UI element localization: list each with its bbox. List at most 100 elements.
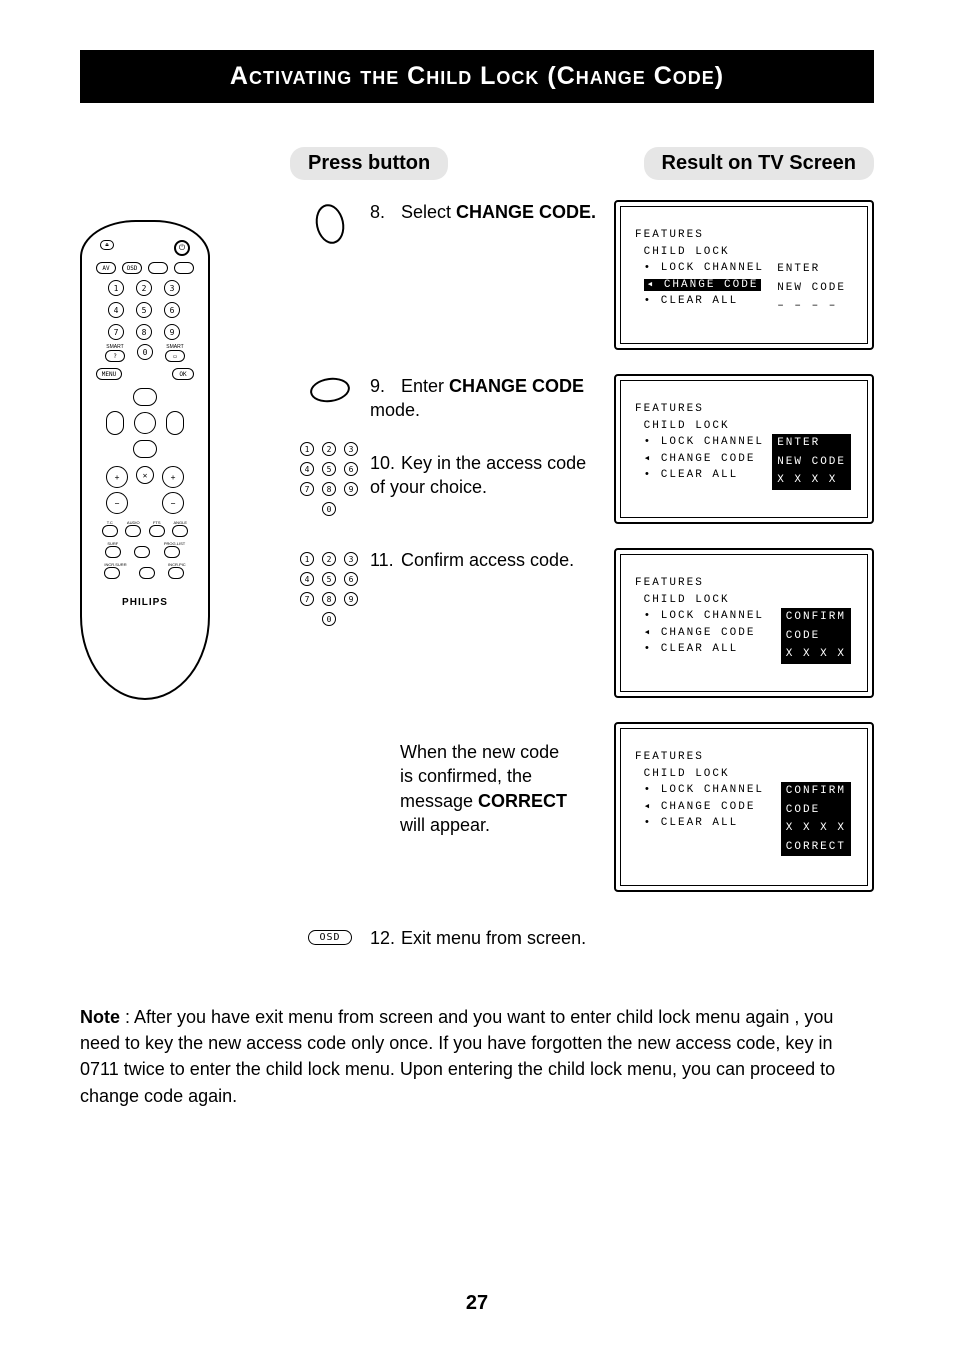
remote-av-button: AV xyxy=(96,262,116,274)
remote-key-3: 3 xyxy=(164,280,180,296)
remote-vol-down: − xyxy=(106,492,128,514)
note-text: : After you have exit menu from screen a… xyxy=(80,1007,835,1105)
remote-ok-button: OK xyxy=(172,368,194,380)
column-headers: Press button Result on TV Screen xyxy=(80,147,874,180)
remote-fn-btn xyxy=(102,525,118,537)
remote-fn-label: ANGLE xyxy=(172,520,188,525)
remote-fn-btn xyxy=(164,546,180,558)
steps-column: 8. Select CHANGE CODE. FEATURES CHILD LO… xyxy=(290,200,874,964)
cursor-horizontal-icon xyxy=(309,375,352,404)
step-number: 11. xyxy=(370,548,396,572)
step-number: 10. xyxy=(370,451,396,475)
step-8-text: 8. Select CHANGE CODE. xyxy=(370,200,614,224)
tv-line: • LOCK CHANNEL xyxy=(635,782,764,799)
remote-key-5: 5 xyxy=(136,302,152,318)
tv-right: CORRECT xyxy=(781,838,851,857)
note-label: Note xyxy=(80,1007,120,1027)
step-row-9-10: 123 456 789 0 9. Enter CHANGE CODE mode.… xyxy=(290,374,874,534)
remote-key-4: 4 xyxy=(108,302,124,318)
remote-mute-icon: ✕ xyxy=(136,466,154,484)
step-number: 12. xyxy=(370,926,396,950)
page-title-bar: Activating the Child Lock (Change Code) xyxy=(80,50,874,103)
step-text: Key in the access code of your choice. xyxy=(370,453,586,497)
remote-fn-btn xyxy=(139,567,155,579)
remote-fn-btn xyxy=(134,546,150,558)
tv-right: X X X X xyxy=(781,819,851,838)
remote-btn xyxy=(174,262,194,274)
tv-screen-3: FEATURES CHILD LOCK • LOCK CHANNEL ◂ CHA… xyxy=(614,548,874,698)
tv-line: CHILD LOCK xyxy=(635,244,857,261)
tv-line: • CLEAR ALL xyxy=(635,467,764,484)
remote-smart-right: ▭ xyxy=(165,350,185,362)
step-bold: CORRECT xyxy=(478,791,567,811)
tv-line: ◂ CHANGE CODE xyxy=(635,277,764,294)
remote-fn-label: PROG.LIST xyxy=(164,541,185,546)
remote-control: ⏏ ⏻ AV OSD 1 2 3 4 5 6 7 8 9 xyxy=(80,220,210,700)
step-9-text: 9. Enter CHANGE CODE mode. xyxy=(370,374,598,423)
tv-line: FEATURES xyxy=(635,401,857,418)
remote-fn-label: AUDIO xyxy=(125,520,141,525)
remote-osd-button: OSD xyxy=(122,262,142,274)
tv-line: • LOCK CHANNEL xyxy=(635,608,764,625)
remote-nav-right xyxy=(166,411,184,435)
tv-right: CODE xyxy=(781,627,851,646)
remote-key-8: 8 xyxy=(136,324,152,340)
remote-nav-center xyxy=(134,412,156,434)
mini-keypad-icon: 123 456 789 0 xyxy=(300,442,360,516)
tv-line: CHILD LOCK xyxy=(635,766,857,783)
step-row-8: 8. Select CHANGE CODE. FEATURES CHILD LO… xyxy=(290,200,874,360)
step-text: will appear. xyxy=(400,815,490,835)
tv-line: FEATURES xyxy=(635,227,857,244)
tv-right: NEW CODE xyxy=(772,279,851,298)
step-text: mode. xyxy=(370,400,420,420)
tv-right: CONFIRM xyxy=(781,608,851,627)
mini-keypad-icon: 123 456 789 0 xyxy=(300,552,360,626)
page-title: Activating the Child Lock (Change Code) xyxy=(230,62,724,90)
tv-screen-2: FEATURES CHILD LOCK • LOCK CHANNEL ◂ CHA… xyxy=(614,374,874,524)
tv-line: FEATURES xyxy=(635,749,857,766)
tv-line: • CLEAR ALL xyxy=(635,641,764,658)
tv-line: CHILD LOCK xyxy=(635,592,857,609)
remote-power-icon: ⏻ xyxy=(174,240,190,256)
osd-button-icon: OSD xyxy=(308,930,351,945)
remote-ch-down: − xyxy=(162,492,184,514)
tv-line: ◂ CHANGE CODE xyxy=(635,799,764,816)
main-content: ⏏ ⏻ AV OSD 1 2 3 4 5 6 7 8 9 xyxy=(80,200,874,964)
note-block: Note : After you have exit menu from scr… xyxy=(80,1004,874,1108)
remote-key-1: 1 xyxy=(108,280,124,296)
remote-nav-down xyxy=(133,440,157,458)
remote-btn xyxy=(148,262,168,274)
remote-numpad: 1 2 3 4 5 6 7 8 9 xyxy=(92,280,198,340)
remote-fn-label: SURF xyxy=(105,541,121,546)
remote-fn-label: INCR.PIC xyxy=(168,562,186,567)
press-button-header: Press button xyxy=(290,147,448,180)
remote-key-9: 9 xyxy=(164,324,180,340)
remote-vol-up: + xyxy=(106,466,128,488)
tv-screen-4: FEATURES CHILD LOCK • LOCK CHANNEL ◂ CHA… xyxy=(614,722,874,892)
step-bold: CHANGE CODE. xyxy=(456,202,596,222)
tv-line: FEATURES xyxy=(635,575,857,592)
remote-fn-btn xyxy=(104,567,120,579)
tv-line: ◂ CHANGE CODE xyxy=(635,625,764,642)
step-text: Enter xyxy=(401,376,449,396)
remote-key-7: 7 xyxy=(108,324,124,340)
tv-right: NEW CODE xyxy=(772,453,851,472)
step-text: Select xyxy=(401,202,456,222)
step-row-correct: When the new code is confirmed, the mess… xyxy=(290,722,874,902)
tv-right: CONFIRM xyxy=(781,782,851,801)
tv-right: – – – – xyxy=(772,297,851,316)
page-number: 27 xyxy=(0,1292,954,1315)
tv-right: ENTER xyxy=(772,260,851,279)
remote-nav-left xyxy=(106,411,124,435)
step-row-11: 123 456 789 0 11. Confirm access code. F… xyxy=(290,548,874,708)
step-number: 8. xyxy=(370,200,396,224)
remote-fn-label: FTS xyxy=(149,520,165,525)
cursor-vertical-icon xyxy=(312,202,348,247)
remote-fn-btn xyxy=(125,525,141,537)
remote-key-6: 6 xyxy=(164,302,180,318)
remote-fn-btn xyxy=(172,525,188,537)
remote-column: ⏏ ⏻ AV OSD 1 2 3 4 5 6 7 8 9 xyxy=(80,200,290,964)
remote-ch-up: + xyxy=(162,466,184,488)
remote-key-2: 2 xyxy=(136,280,152,296)
remote-fn-label: INCR.SURR xyxy=(104,562,126,567)
